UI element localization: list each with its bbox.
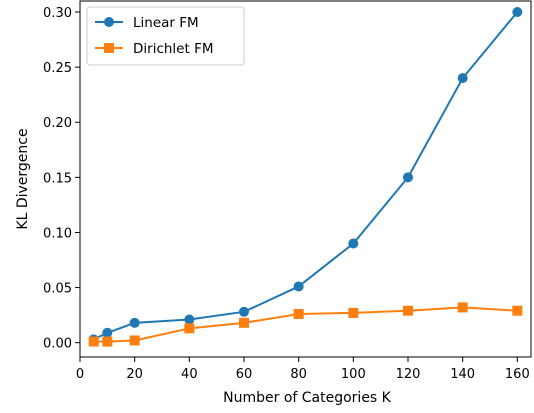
data-point <box>102 327 113 338</box>
y-tick-label: 0.15 <box>43 171 72 186</box>
legend-label: Dirichlet FM <box>133 41 213 57</box>
data-point <box>239 317 249 328</box>
x-tick-label: 120 <box>396 367 421 382</box>
y-tick-label: 0.30 <box>43 6 72 21</box>
data-point <box>348 238 359 249</box>
data-point <box>88 336 99 347</box>
x-tick-label: 60 <box>236 367 253 382</box>
data-point <box>512 7 523 18</box>
axes-frame <box>79 0 532 358</box>
data-point <box>129 335 140 346</box>
x-tick-label: 20 <box>126 367 143 382</box>
legend: Linear FM Dirichlet FM <box>86 6 245 66</box>
series-line <box>93 306 518 343</box>
series-layer <box>88 7 523 347</box>
x-tick-label: 160 <box>505 367 530 382</box>
y-axis-ticks: 0.00 0.05 0.10 0.15 0.20 0.25 0.30 <box>43 6 80 352</box>
legend-box <box>86 6 245 66</box>
y-axis-label: KL Divergence <box>15 128 31 229</box>
data-point <box>403 172 413 183</box>
data-point <box>293 281 304 292</box>
x-axis-label: Number of Categories K <box>223 390 392 406</box>
data-point <box>457 302 468 313</box>
x-axis-ticks: 0 20 40 60 80 100 120 140 160 <box>76 357 530 382</box>
data-point <box>293 309 304 320</box>
y-tick-label: 0.05 <box>43 282 72 297</box>
data-point <box>129 317 140 328</box>
series-linear-fm <box>88 7 523 345</box>
x-tick-label: 100 <box>341 367 366 382</box>
data-point <box>184 314 195 325</box>
data-point <box>403 305 413 316</box>
legend-marker <box>104 17 114 27</box>
x-tick-label: 40 <box>181 367 198 382</box>
legend-marker <box>104 43 114 53</box>
x-tick-label: 140 <box>450 367 475 382</box>
series-dirichlet-fm <box>88 302 523 347</box>
data-point <box>184 323 195 334</box>
data-point <box>512 305 523 316</box>
legend-item: Dirichlet FM <box>95 41 213 57</box>
series-line <box>93 11 519 341</box>
y-tick-label: 0.10 <box>43 226 72 241</box>
y-tick-label: 0.00 <box>43 337 72 352</box>
data-point <box>457 73 468 84</box>
data-point <box>239 306 249 317</box>
y-tick-label: 0.20 <box>43 116 72 131</box>
legend-label: Linear FM <box>133 15 199 31</box>
y-tick-label: 0.25 <box>43 61 72 76</box>
x-tick-label: 80 <box>290 367 307 382</box>
plot-frame <box>79 0 532 358</box>
data-point <box>102 336 113 347</box>
legend-item: Linear FM <box>95 15 199 31</box>
x-tick-label: 0 <box>76 367 84 382</box>
data-point <box>348 307 359 318</box>
